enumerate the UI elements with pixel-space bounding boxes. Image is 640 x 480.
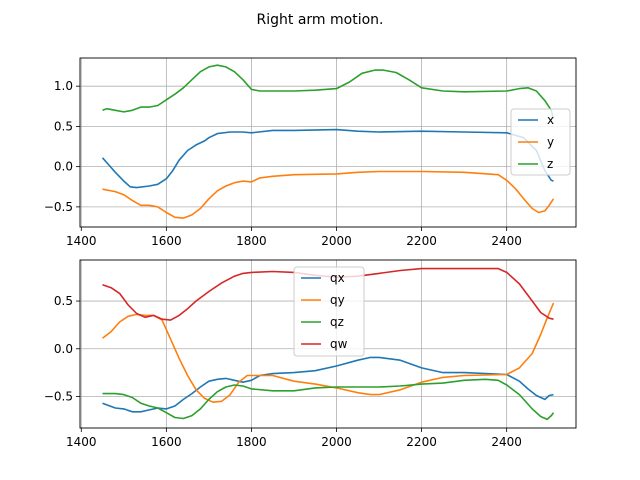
- position-subplot: 1400 1600 1800 2000 2200 2400 −0.5 0.0 0.5 1.0 xyz: [44, 57, 577, 248]
- y-tick-label: 0.0: [54, 160, 73, 174]
- series-line-z: [102, 64, 555, 119]
- x-tick-label: 1600: [151, 234, 182, 248]
- x-tick-label: 2200: [406, 234, 437, 248]
- orientation-subplot: 1400 1600 1800 2000 2200 2400 −0.5 0.0 0.5 qx qy qz…: [44, 259, 577, 449]
- y-tick-label: 0.0: [54, 342, 73, 356]
- legend-label-x: x: [547, 113, 554, 127]
- figure-title: Right arm motion.: [257, 12, 384, 28]
- axes-frame: [79, 259, 577, 429]
- legend-label-qz: qz: [330, 315, 344, 329]
- x-tick-label: 1400: [66, 435, 97, 449]
- y-tick-label: −0.5: [44, 200, 73, 214]
- legend-box: [510, 108, 571, 176]
- legend: qx qy qz qw: [293, 266, 365, 357]
- x-tick-label: 1400: [66, 234, 97, 248]
- legend-label-z: z: [547, 157, 553, 171]
- x-tick-label: 1600: [151, 435, 182, 449]
- axes-frame: [79, 57, 577, 228]
- series-line-qz: [102, 378, 555, 421]
- x-tick-label: 2000: [321, 234, 352, 248]
- legend-label-y: y: [547, 135, 554, 149]
- series-line-x: [101, 128, 554, 189]
- x-tick-label: 2400: [491, 435, 522, 449]
- x-tick-label: 2200: [406, 435, 437, 449]
- series-line-y: [102, 170, 555, 219]
- y-tick-label: −0.5: [44, 390, 73, 404]
- x-tick-label: 2400: [491, 234, 522, 248]
- legend-label-qy: qy: [330, 293, 345, 307]
- series-line-qw: [102, 267, 554, 321]
- x-tick-label: 1800: [236, 234, 267, 248]
- legend: xyz: [510, 108, 571, 176]
- y-tick-label: 0.5: [54, 294, 73, 308]
- x-tick-label: 1800: [236, 435, 267, 449]
- legend-label-qx: qx: [330, 271, 345, 285]
- x-tick-label: 2000: [321, 435, 352, 449]
- y-tick-label: 1.0: [54, 79, 73, 93]
- legend-label-qw: qw: [330, 337, 348, 351]
- legend-box: [293, 266, 365, 357]
- y-tick-label: 0.5: [54, 119, 73, 133]
